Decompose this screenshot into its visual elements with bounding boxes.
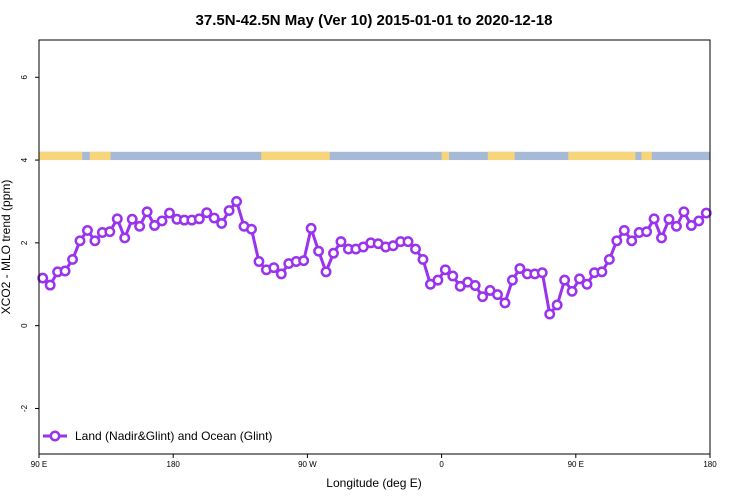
land-sea-strip — [39, 151, 710, 161]
series-layer — [37, 196, 712, 320]
data-point — [678, 206, 690, 218]
x-tick-label: 90 E — [31, 460, 47, 469]
y-axis-label: XCO2 - MLO trend (ppm) — [0, 180, 13, 315]
data-point — [298, 255, 310, 267]
data-point — [223, 205, 235, 217]
data-point — [328, 247, 339, 259]
data-point — [335, 236, 347, 248]
data-point — [432, 274, 444, 286]
data-point — [469, 280, 481, 291]
data-point — [156, 215, 168, 227]
data-point — [89, 235, 101, 247]
plot-frame — [38, 39, 711, 455]
x-axis: 90 E 180 90 W 0 90 E 180 — [31, 454, 717, 469]
data-point — [134, 220, 146, 232]
data-point — [603, 253, 615, 265]
data-point — [499, 297, 511, 309]
data-point — [82, 224, 93, 236]
data-point — [506, 274, 518, 286]
data-point — [559, 274, 571, 286]
data-point — [574, 273, 585, 285]
data-point — [656, 232, 667, 244]
legend: Land (Nadir&Glint) and Ocean (Glint) — [43, 429, 272, 443]
data-point — [119, 232, 131, 244]
data-point — [149, 220, 161, 231]
data-point — [111, 213, 123, 225]
data-point — [216, 217, 228, 229]
data-point — [551, 299, 563, 311]
data-point — [410, 243, 421, 255]
data-point — [626, 235, 638, 247]
x-tick-label: 0 — [439, 460, 444, 469]
y-tick-label: -2 — [20, 404, 29, 412]
data-point — [246, 223, 257, 235]
y-axis: -2 0 2 4 6 — [20, 75, 39, 412]
land-band — [441, 151, 450, 161]
y-tick-label: 4 — [20, 157, 29, 162]
data-point — [37, 272, 49, 284]
data-point — [275, 268, 287, 280]
data-point — [618, 224, 630, 236]
data-point — [596, 266, 608, 278]
data-point — [208, 212, 220, 224]
data-point — [611, 235, 623, 247]
x-tick-label: 180 — [703, 460, 717, 469]
data-point — [685, 220, 697, 231]
land-band — [89, 151, 111, 161]
data-point — [492, 289, 503, 301]
data-point — [141, 206, 153, 218]
data-point — [581, 278, 593, 290]
x-tick-label: 180 — [167, 460, 181, 469]
land-band — [568, 151, 636, 161]
data-point — [544, 308, 556, 320]
data-point — [59, 265, 71, 277]
data-point — [566, 285, 578, 297]
data-point — [164, 207, 175, 219]
data-point — [700, 207, 712, 219]
chart-title: 37.5N-42.5N May (Ver 10) 2015-01-01 to 2… — [196, 12, 553, 29]
land-band — [261, 151, 330, 161]
data-point — [74, 235, 86, 247]
data-point — [313, 245, 325, 257]
data-point — [268, 262, 280, 274]
land-band — [487, 151, 515, 161]
data-point — [641, 226, 653, 238]
data-point — [193, 213, 205, 225]
legend-marker — [49, 430, 61, 442]
data-point — [104, 226, 116, 238]
y-tick-label: 0 — [20, 323, 29, 328]
land-band — [641, 151, 652, 161]
data-point — [536, 267, 548, 279]
y-tick-label: 6 — [20, 75, 29, 80]
data-point — [671, 220, 682, 232]
land-band — [39, 151, 83, 161]
data-point — [126, 213, 138, 225]
legend-label: Land (Nadir&Glint) and Ocean (Glint) — [75, 429, 272, 443]
data-point — [67, 253, 79, 265]
data-point — [44, 279, 56, 291]
data-point — [447, 270, 459, 282]
data-point — [402, 236, 414, 248]
data-point — [417, 253, 429, 265]
data-point — [663, 213, 675, 225]
data-point — [201, 207, 213, 219]
data-point — [693, 215, 705, 227]
data-point — [305, 222, 317, 234]
data-point — [514, 263, 526, 274]
x-tick-label: 90 E — [568, 460, 584, 469]
data-point — [253, 256, 265, 267]
ocean-band — [39, 151, 710, 161]
data-point — [231, 196, 243, 207]
x-tick-label: 90 W — [298, 460, 317, 469]
data-point — [477, 291, 489, 303]
data-point — [439, 264, 451, 276]
y-tick-label: 2 — [20, 240, 29, 245]
data-point — [320, 266, 332, 278]
x-axis-label: Longitude (deg E) — [326, 476, 421, 490]
data-point — [648, 213, 660, 225]
